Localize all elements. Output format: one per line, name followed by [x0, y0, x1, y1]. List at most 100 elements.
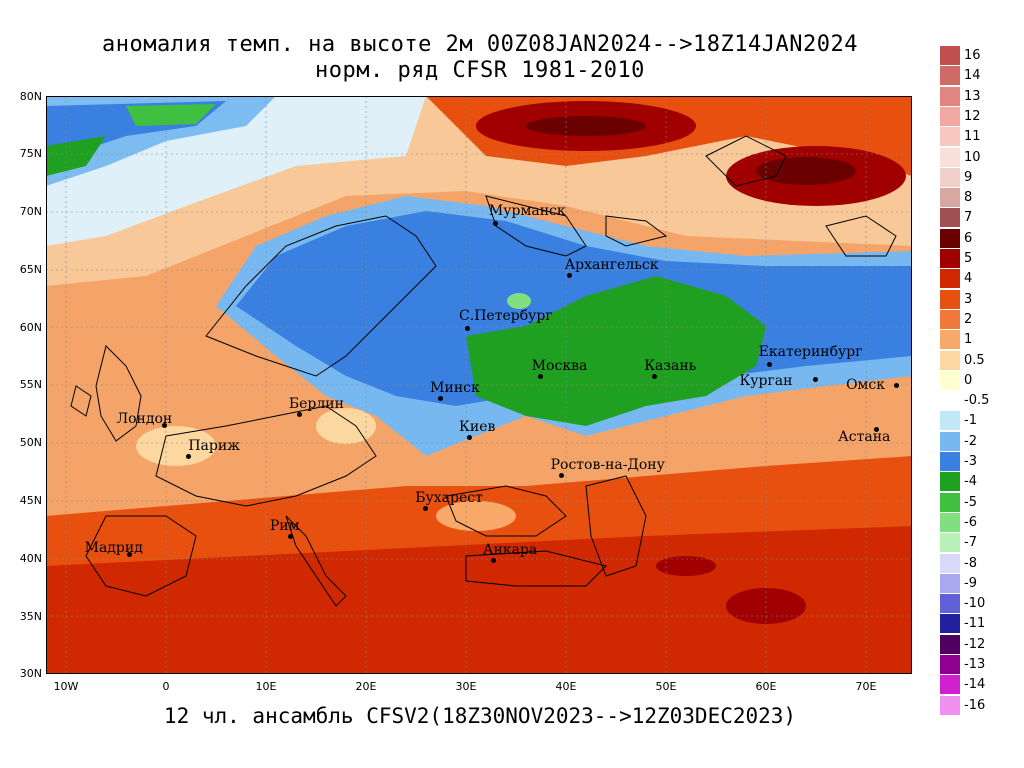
city-label: С.Петербург — [459, 308, 553, 325]
legend-swatch — [940, 614, 960, 634]
city-label: Архангельск — [564, 257, 659, 274]
lat-label: 50N — [19, 436, 42, 449]
lon-label: 50E — [655, 680, 677, 693]
ensemble-footer: 12 чл. ансамбль CFSV2(18Z30NOV2023-->12Z… — [163, 704, 797, 728]
city-label: Мурманск — [488, 203, 566, 220]
legend-swatch — [940, 208, 960, 228]
legend-label: -2 — [964, 433, 977, 449]
city-marker — [467, 435, 473, 441]
lat-label: 35N — [19, 610, 42, 623]
city-label: Киев — [459, 419, 496, 436]
legend-swatch — [940, 350, 960, 370]
legend-swatch — [940, 66, 960, 86]
legend-swatch — [940, 411, 960, 431]
legend-swatch — [940, 106, 960, 126]
city-marker — [490, 557, 496, 563]
legend-label: 10 — [964, 149, 981, 165]
city-marker — [894, 383, 900, 388]
lon-label: 0 — [162, 680, 170, 693]
city-label: Лондон — [116, 411, 173, 428]
legend-label: -12 — [964, 636, 986, 652]
legend-label: -3 — [964, 454, 977, 469]
city-label: Бухарест — [415, 489, 483, 506]
legend-swatch — [940, 289, 960, 309]
legend-swatch — [940, 594, 960, 614]
legend-label: 2 — [964, 311, 973, 327]
lon-label: 20E — [355, 680, 377, 693]
legend-swatch — [940, 309, 960, 329]
lon-label: 30E — [455, 680, 477, 693]
city-label: Омск — [846, 377, 886, 393]
lat-label: 30N — [19, 667, 42, 680]
legend-label: 1 — [964, 332, 973, 348]
legend-label: 0.5 — [964, 352, 985, 368]
legend-label: 6 — [964, 230, 973, 246]
color-legend: 16 14 13 12 11 10 9 8 7 6 5 4 3 2 1 0.5 0 -0.5 -1 -2 -3 -4 -5 -… — [940, 46, 1024, 722]
city-label: Москва — [531, 357, 588, 374]
legend-swatch — [940, 370, 960, 390]
city-marker — [126, 551, 132, 557]
city-marker — [566, 273, 572, 279]
legend-swatch — [940, 431, 960, 451]
legend-label: -5 — [964, 494, 977, 510]
legend-swatch — [940, 46, 960, 65]
lat-label: 55N — [19, 378, 42, 391]
legend-label: 4 — [964, 271, 973, 287]
lon-label: 10W — [53, 680, 79, 693]
city-marker — [492, 221, 498, 227]
legend-label: 13 — [964, 88, 981, 104]
lat-label: 80N — [19, 90, 42, 103]
legend-swatch — [940, 573, 960, 593]
legend-label: 0 — [964, 372, 973, 388]
legend-label: -1 — [964, 413, 977, 429]
legend-swatch — [940, 512, 960, 532]
map-title: аномалия темп. на высоте 2м 00Z08JAN2024… — [102, 32, 858, 57]
city-label: Казань — [644, 357, 697, 374]
city-label: Анкара — [482, 541, 538, 558]
city-marker — [296, 411, 302, 417]
legend-swatch — [940, 634, 960, 654]
city-marker — [874, 426, 880, 432]
lat-label: 65N — [19, 263, 42, 276]
legend-swatch — [940, 188, 960, 208]
legend-label: 14 — [964, 68, 981, 84]
legend-swatch — [940, 86, 960, 106]
legend-label: 5 — [964, 251, 973, 266]
city-label: Астана — [838, 428, 891, 445]
lat-label: 70N — [19, 205, 42, 218]
legend-label: 11 — [964, 129, 981, 145]
legend-swatch — [940, 127, 960, 147]
legend-label: -11 — [964, 616, 986, 632]
city-label: Париж — [188, 437, 241, 454]
legend-label: -10 — [964, 596, 986, 612]
legend-label: -6 — [964, 514, 977, 530]
legend-swatch — [940, 655, 960, 674]
lat-label: 40N — [19, 552, 42, 565]
anomaly-map — [46, 96, 912, 674]
lat-label: 45N — [19, 494, 42, 507]
legend-swatch — [940, 492, 960, 512]
legend-swatch — [940, 472, 960, 492]
lon-label: 70E — [855, 680, 877, 693]
legend-label: -9 — [964, 575, 977, 591]
city-marker — [465, 326, 471, 332]
city-marker — [537, 373, 543, 379]
lat-label: 60N — [19, 321, 42, 334]
city-marker — [423, 505, 429, 511]
city-marker — [652, 373, 658, 379]
city-marker — [287, 534, 293, 540]
legend-label: -16 — [964, 697, 986, 713]
legend-label: -0.5 — [964, 393, 990, 409]
legend-swatch — [940, 695, 960, 715]
legend-label: 9 — [964, 169, 973, 185]
lon-label: 40E — [555, 680, 577, 693]
city-label: Екатеринбург — [758, 344, 863, 361]
legend-swatch — [940, 675, 960, 695]
legend-label: -13 — [964, 657, 986, 672]
legend-label: -8 — [964, 555, 977, 571]
city-marker — [186, 453, 192, 459]
legend-swatch — [940, 269, 960, 289]
legend-swatch — [940, 452, 960, 471]
legend-swatch — [940, 249, 960, 268]
city-marker — [766, 362, 772, 368]
